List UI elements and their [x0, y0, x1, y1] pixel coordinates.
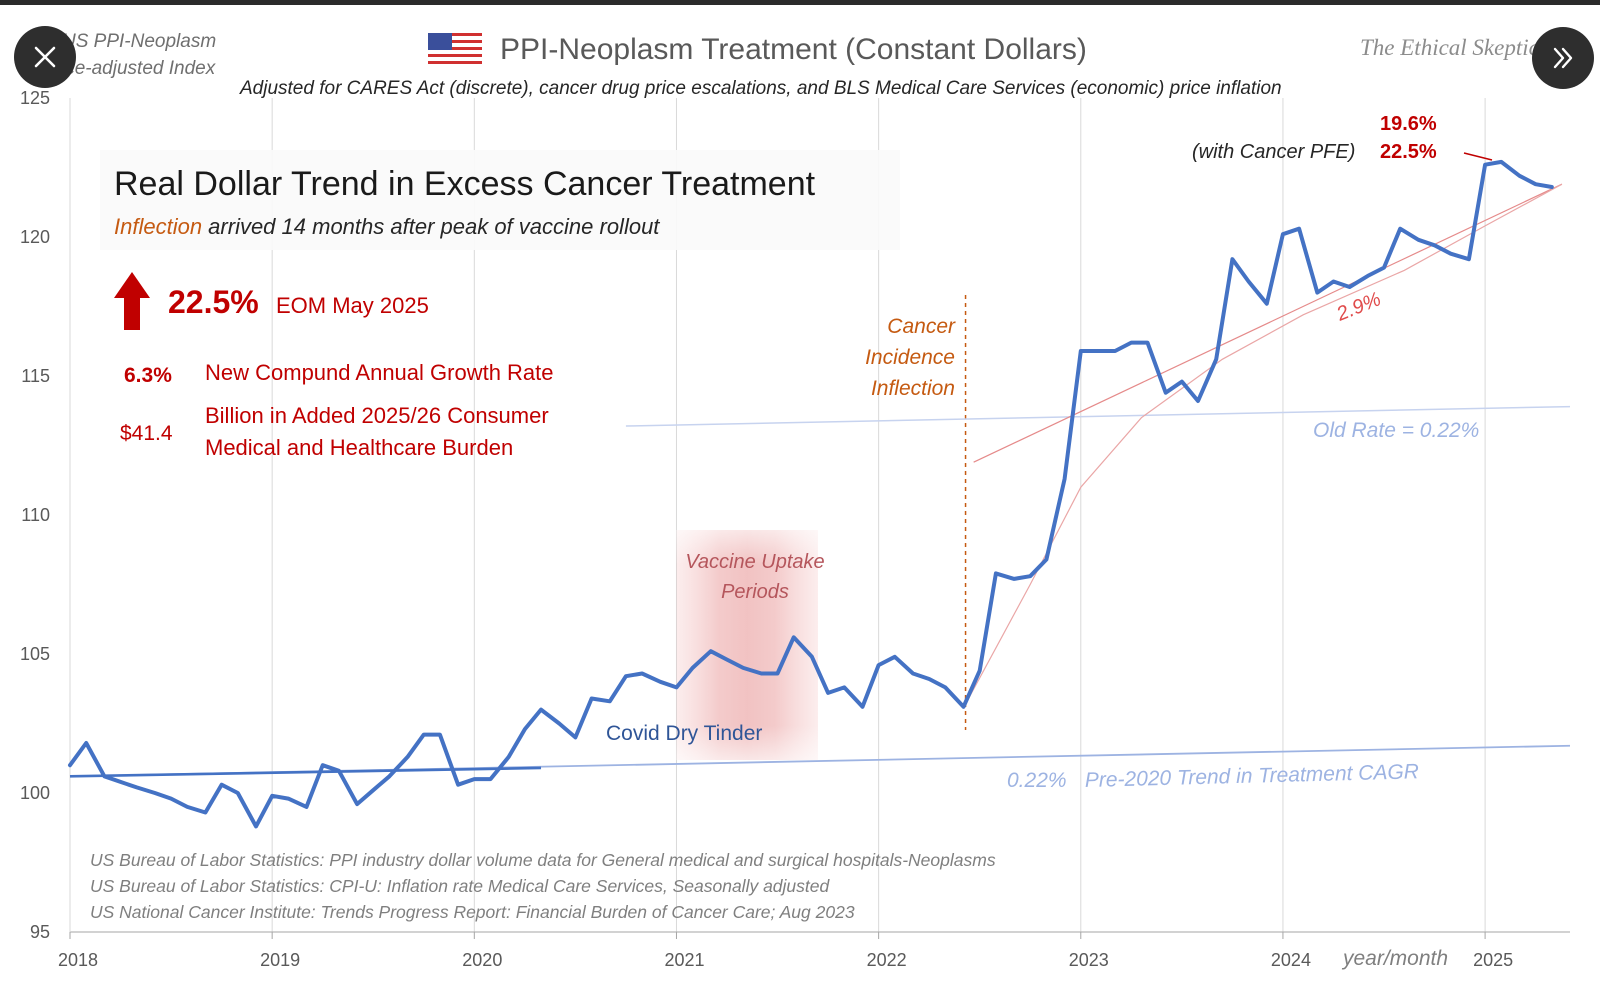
cancer-label-line3: Inflection: [871, 377, 955, 400]
vaccine-shade-fade: [676, 530, 818, 760]
trend-percent-label: 2.9%: [1333, 288, 1384, 326]
top-bar: [0, 0, 1600, 5]
end-percent-2: 22.5%: [1380, 141, 1437, 163]
double-chevron-right-icon: [1553, 47, 1573, 69]
y-tick-label: 115: [21, 366, 50, 386]
stat2-label-line1: Billion in Added 2025/26 Consumer: [205, 403, 549, 428]
headline-label: EOM May 2025: [276, 293, 429, 318]
y-tick-label: 120: [20, 227, 50, 247]
tick-layer: 2018 2019 2020 2021 2022 2023 2024 2025 95 100 105…: [20, 88, 1513, 970]
close-button[interactable]: [14, 26, 76, 88]
x-tick-label: 2025: [1473, 950, 1513, 970]
x-axis-label: year/month: [1341, 947, 1448, 970]
cancer-label-line2: Incidence: [865, 346, 955, 369]
watermark-text: The Ethical Skeptic: [1360, 35, 1539, 60]
annotation-subheading: Inflection arrived 14 months after peak …: [114, 214, 660, 239]
vaccine-label-line2: Periods: [721, 581, 789, 603]
old-rate-label: Old Rate = 0.22%: [1313, 419, 1479, 442]
series-layer: [68, 159, 1554, 829]
cancer-label-line1: Cancer: [887, 315, 956, 338]
close-icon: [34, 46, 56, 68]
annotation-heading: Real Dollar Trend in Excess Cancer Treat…: [114, 165, 816, 203]
stat1-label: New Compund Annual Growth Rate: [205, 360, 554, 385]
x-tick-label: 2021: [664, 950, 704, 970]
x-tick-label: 2020: [462, 950, 502, 970]
chart-title: PPI-Neoplasm Treatment (Constant Dollars…: [500, 33, 1087, 66]
x-tick-label: 2024: [1271, 950, 1311, 970]
trendline: [625, 405, 1571, 427]
x-tick-label: 2018: [58, 950, 98, 970]
y-tick-label: 110: [21, 505, 50, 525]
subheading-rest: arrived 14 months after peak of vaccine …: [202, 214, 660, 239]
pre2020-percent: 0.22%: [1007, 769, 1067, 792]
y-tick-label: 125: [20, 88, 50, 108]
curved-fit-line: [965, 183, 1563, 705]
shade-layer: [676, 295, 967, 760]
x-tick-label: 2022: [867, 950, 907, 970]
x-tick-label: 2019: [260, 950, 300, 970]
y-axis-label-line1: US PPI-Neoplasm: [62, 31, 216, 52]
up-arrow-icon: [114, 272, 150, 330]
trend-layer: [69, 183, 1571, 778]
us-flag-icon: [428, 33, 482, 65]
pfe-label: (with Cancer PFE): [1192, 141, 1355, 163]
y-tick-label: 105: [20, 644, 50, 664]
stat2-label-line2: Medical and Healthcare Burden: [205, 435, 513, 460]
y-tick-label: 95: [30, 922, 50, 942]
pre2020-label: Pre-2020 Trend in Treatment CAGR: [1085, 760, 1420, 792]
vaccine-label-line1: Vaccine Uptake: [685, 551, 824, 573]
stat1-value: 6.3%: [124, 364, 172, 387]
source-line-3: US National Cancer Institute: Trends Pro…: [90, 902, 855, 922]
next-button[interactable]: [1532, 27, 1594, 89]
x-tick-label: 2023: [1069, 950, 1109, 970]
source-line-2: US Bureau of Labor Statistics: CPI-U: In…: [90, 876, 831, 896]
source-line-1: US Bureau of Labor Statistics: PPI indus…: [90, 850, 996, 870]
trendline: [69, 766, 542, 778]
end-pointer-line: [1463, 152, 1493, 161]
stat2-value: $41.4: [120, 422, 173, 445]
end-percent-1: 19.6%: [1380, 113, 1437, 135]
y-tick-label: 100: [20, 783, 50, 803]
headline-percent: 22.5%: [168, 284, 259, 320]
covid-label: Covid Dry Tinder: [606, 722, 762, 745]
chart-subtitle: Adjusted for CARES Act (discrete), cance…: [239, 78, 1282, 99]
inflection-word: Inflection: [114, 214, 202, 239]
y-axis-label-line2: Price-adjusted Index: [42, 58, 217, 79]
